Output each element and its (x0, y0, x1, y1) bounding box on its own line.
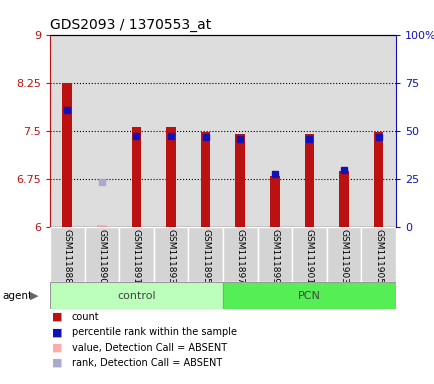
Bar (235, 134, 244, 227)
Text: ■: ■ (52, 312, 62, 322)
Bar (361, 227, 395, 282)
Bar (50, 282, 223, 309)
Bar (292, 227, 326, 282)
Bar (50, 35, 84, 227)
Text: GSM111905: GSM111905 (373, 229, 382, 284)
Bar (326, 35, 361, 227)
Bar (304, 134, 313, 227)
Bar (188, 35, 223, 227)
Text: control: control (117, 291, 155, 301)
Text: value, Detection Call = ABSENT: value, Detection Call = ABSENT (72, 343, 227, 353)
Text: ▶: ▶ (30, 291, 38, 301)
Bar (257, 35, 292, 227)
Bar (326, 227, 361, 282)
Text: ■: ■ (52, 358, 62, 368)
Text: GSM111899: GSM111899 (270, 229, 279, 284)
Text: GSM111903: GSM111903 (339, 229, 348, 284)
Text: GSM111890: GSM111890 (97, 229, 106, 284)
Bar (257, 227, 292, 282)
Text: GDS2093 / 1370553_at: GDS2093 / 1370553_at (50, 18, 211, 32)
Text: GSM111895: GSM111895 (201, 229, 210, 284)
Bar (292, 35, 326, 227)
Bar (188, 227, 223, 282)
Text: GSM111897: GSM111897 (235, 229, 244, 284)
Bar (97, 225, 106, 227)
Bar (85, 35, 119, 227)
Text: count: count (72, 312, 99, 322)
Text: GSM111891: GSM111891 (132, 229, 141, 284)
Bar (223, 282, 395, 309)
Bar (373, 132, 382, 227)
Bar (166, 127, 175, 227)
Text: percentile rank within the sample: percentile rank within the sample (72, 327, 236, 337)
Text: GSM111893: GSM111893 (166, 229, 175, 284)
Bar (62, 83, 72, 227)
Text: rank, Detection Call = ABSENT: rank, Detection Call = ABSENT (72, 358, 221, 368)
Bar (154, 227, 188, 282)
Bar (154, 35, 188, 227)
Text: agent: agent (2, 291, 32, 301)
Bar (132, 127, 141, 227)
Bar (223, 35, 257, 227)
Bar (339, 171, 348, 227)
Bar (119, 227, 154, 282)
Bar (270, 176, 279, 227)
Bar (201, 132, 210, 227)
Text: PCN: PCN (297, 291, 320, 301)
Bar (361, 35, 395, 227)
Bar (85, 227, 119, 282)
Text: GSM111888: GSM111888 (62, 229, 72, 284)
Bar (119, 35, 154, 227)
Bar (50, 227, 84, 282)
Bar (223, 227, 257, 282)
Text: GSM111901: GSM111901 (304, 229, 313, 284)
Text: ■: ■ (52, 327, 62, 337)
Text: ■: ■ (52, 343, 62, 353)
